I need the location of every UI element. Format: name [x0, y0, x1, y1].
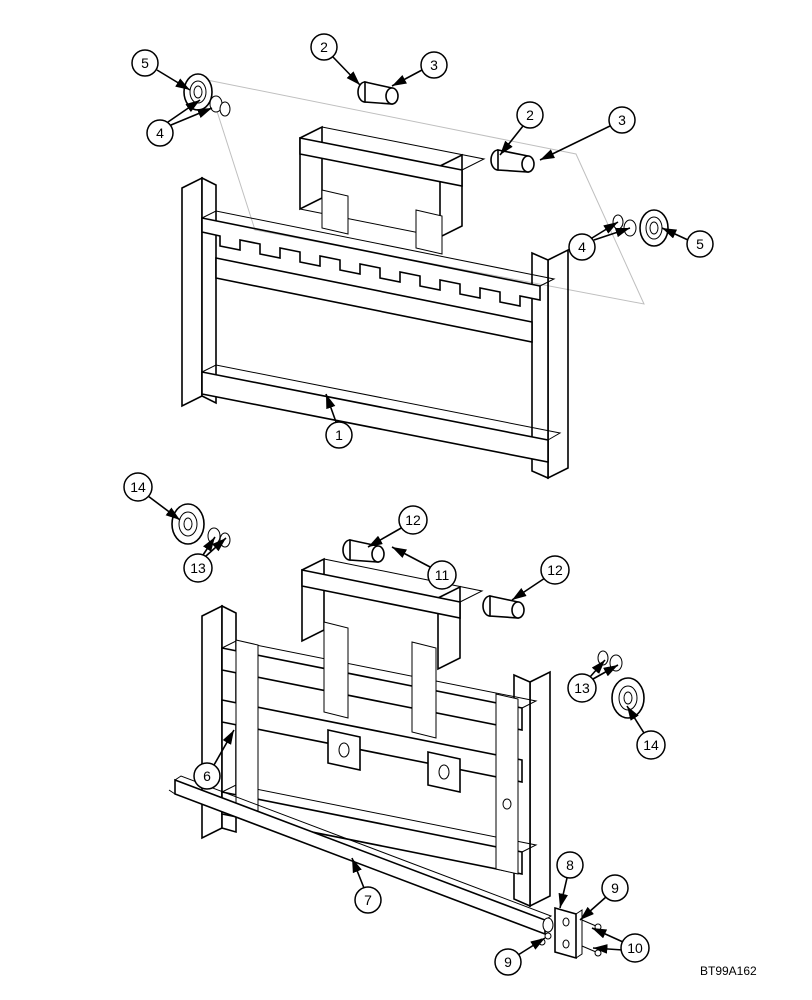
callout-label: 14 — [643, 737, 659, 753]
callout-label: 6 — [203, 768, 211, 784]
callout-label: 2 — [320, 39, 328, 55]
callout-label: 2 — [526, 107, 534, 123]
callout-arrow — [368, 527, 403, 547]
callout-label: 14 — [130, 479, 146, 495]
callout-label: 7 — [364, 892, 372, 908]
callout-arrow — [392, 547, 432, 568]
callout-arrow — [168, 100, 200, 122]
callout-label: 8 — [566, 857, 574, 873]
drawing-number: BT99A162 — [700, 964, 757, 978]
callout-arrow — [592, 928, 623, 942]
callout-arrow — [512, 578, 545, 600]
callout-label: 12 — [547, 562, 563, 578]
callout-arrow — [392, 70, 422, 86]
upper-roller-right — [613, 210, 668, 246]
callout-arrow — [333, 57, 360, 85]
callout-label: 5 — [696, 236, 704, 252]
callout-label: 13 — [574, 680, 590, 696]
callout-label: 1 — [335, 427, 343, 443]
lower-pin-left — [343, 540, 384, 562]
callout-arrow — [148, 496, 180, 520]
lower-pin-right — [483, 596, 524, 618]
assembly-diagram: 5 2 3 4 2 3 4 5 1 14 13 12 11 12 13 14 6 7 8 9 9 10 — [0, 0, 812, 1000]
callout-label: 4 — [578, 239, 586, 255]
lower-roller-left — [172, 504, 230, 547]
callout-label: 9 — [611, 880, 619, 896]
callout-label: 10 — [627, 940, 643, 956]
callout-label: 13 — [190, 560, 206, 576]
callout-label: 11 — [435, 567, 450, 583]
callout-arrow — [518, 938, 545, 955]
upper-frame — [182, 80, 644, 478]
callout-label: 3 — [618, 112, 626, 128]
callout-arrow — [580, 897, 606, 920]
callout-arrow — [500, 126, 523, 155]
callout-label: 9 — [504, 954, 512, 970]
callout-arrow — [560, 878, 567, 908]
callout-label: 5 — [141, 55, 149, 71]
callout-arrow — [540, 126, 610, 160]
upper-pin-right — [491, 150, 534, 172]
callout-label: 3 — [430, 57, 438, 73]
callout-label: 12 — [405, 512, 421, 528]
callout-arrow — [593, 665, 618, 679]
callout-arrow — [157, 70, 190, 90]
callout-label: 4 — [156, 125, 164, 141]
